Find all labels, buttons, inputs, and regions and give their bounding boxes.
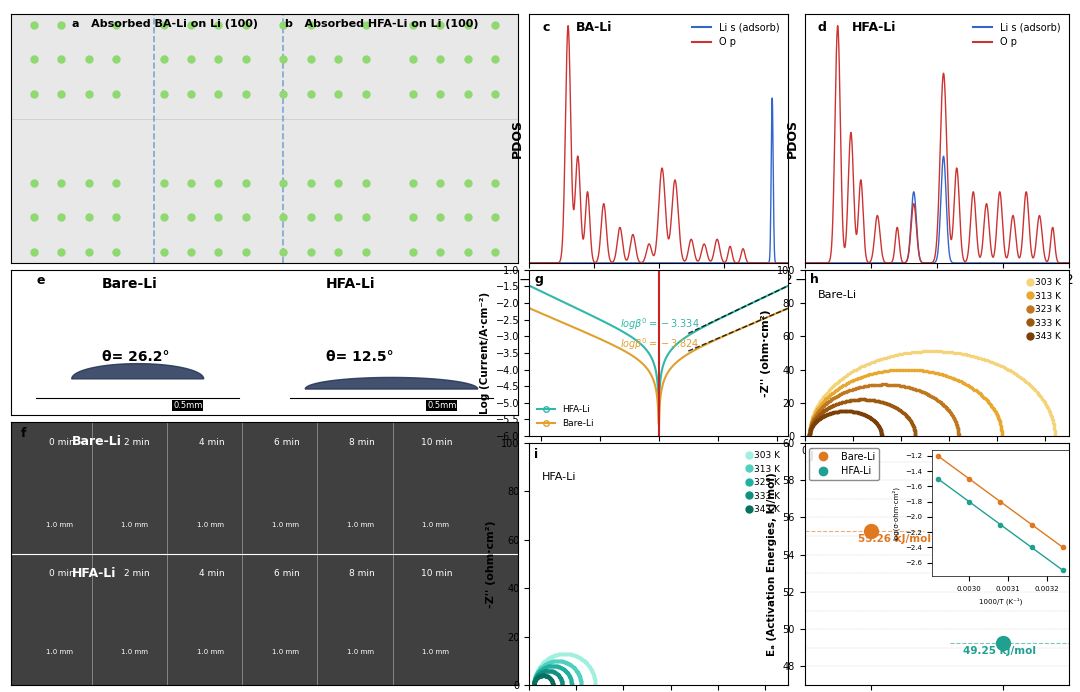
Text: 8 min: 8 min (349, 438, 375, 447)
Text: Bare-Li: Bare-Li (103, 277, 158, 291)
Legend: 303 K, 313 K, 323 K, 333 K, 343 K: 303 K, 313 K, 323 K, 333 K, 343 K (1024, 275, 1065, 345)
Text: c: c (542, 21, 550, 35)
Text: θ= 12.5°: θ= 12.5° (325, 350, 393, 364)
X-axis label: Energy (eV): Energy (eV) (617, 292, 701, 305)
Text: 1.0 mm: 1.0 mm (46, 648, 73, 655)
Text: 1.0 mm: 1.0 mm (272, 648, 299, 655)
Polygon shape (71, 363, 204, 379)
Text: BA-Li: BA-Li (576, 21, 612, 35)
Text: 6 min: 6 min (274, 438, 300, 447)
Text: i: i (535, 448, 539, 461)
Text: g: g (535, 273, 543, 286)
Text: 1.0 mm: 1.0 mm (347, 522, 374, 528)
Y-axis label: PDOS: PDOS (786, 119, 799, 158)
Text: 4 min: 4 min (199, 570, 225, 579)
Text: a   Absorbed BA-Li on Li (100): a Absorbed BA-Li on Li (100) (71, 19, 258, 29)
Text: HFA-Li: HFA-Li (71, 567, 116, 580)
Text: $log\beta^0 = -3.334$: $log\beta^0 = -3.334$ (620, 316, 700, 332)
X-axis label: Energy (eV): Energy (eV) (895, 292, 978, 305)
Text: 1.0 mm: 1.0 mm (197, 648, 224, 655)
Text: HFA-Li: HFA-Li (852, 21, 896, 35)
Text: d: d (818, 21, 826, 35)
Text: HFA-Li: HFA-Li (542, 472, 577, 482)
Text: 6 min: 6 min (274, 570, 300, 579)
Text: 49.25 kJ/mol: 49.25 kJ/mol (963, 646, 1037, 656)
Text: j: j (810, 448, 814, 461)
Text: f: f (21, 428, 26, 440)
Text: 8 min: 8 min (349, 570, 375, 579)
Text: 1.0 mm: 1.0 mm (46, 522, 73, 528)
X-axis label: Z' (ohm·cm²): Z' (ohm·cm²) (897, 462, 976, 471)
Text: 1.0 mm: 1.0 mm (422, 648, 449, 655)
Text: 10 min: 10 min (421, 570, 453, 579)
Text: e: e (37, 274, 44, 287)
Text: 1.0 mm: 1.0 mm (121, 648, 148, 655)
Polygon shape (306, 377, 477, 389)
Y-axis label: PDOS: PDOS (511, 119, 524, 158)
Y-axis label: -Z'' (ohm·cm²): -Z'' (ohm·cm²) (761, 309, 771, 397)
X-axis label: η (V): η (V) (644, 462, 674, 471)
Text: Bare-Li: Bare-Li (71, 435, 122, 448)
Legend: HFA-Li, Bare-Li: HFA-Li, Bare-Li (534, 402, 598, 431)
Text: 55.26 kJ/mol: 55.26 kJ/mol (858, 534, 931, 545)
Text: 1.0 mm: 1.0 mm (197, 522, 224, 528)
Text: 1.0 mm: 1.0 mm (121, 522, 148, 528)
Text: 0.5mm: 0.5mm (173, 401, 203, 410)
Legend: Li s (adsorb), O p: Li s (adsorb), O p (969, 19, 1064, 51)
Text: 2 min: 2 min (124, 570, 149, 579)
Text: h: h (810, 273, 819, 286)
Text: 10 min: 10 min (421, 438, 453, 447)
Legend: 303 K, 313 K, 323 K, 333 K, 343 K: 303 K, 313 K, 323 K, 333 K, 343 K (743, 448, 784, 518)
Text: 0 min: 0 min (49, 438, 75, 447)
Text: 2 min: 2 min (124, 438, 149, 447)
Y-axis label: Log (Current/A·cm⁻²): Log (Current/A·cm⁻²) (481, 292, 490, 414)
Text: 1.0 mm: 1.0 mm (347, 648, 374, 655)
Text: θ= 26.2°: θ= 26.2° (103, 350, 170, 364)
Text: 0 min: 0 min (49, 570, 75, 579)
Text: 1.0 mm: 1.0 mm (422, 522, 449, 528)
Text: 4 min: 4 min (199, 438, 225, 447)
Legend: Bare-Li, HFA-Li: Bare-Li, HFA-Li (810, 448, 879, 480)
Legend: Li s (adsorb), O p: Li s (adsorb), O p (688, 19, 783, 51)
Text: b   Absorbed HFA-Li on Li (100): b Absorbed HFA-Li on Li (100) (285, 19, 478, 29)
Text: 0.5mm: 0.5mm (427, 401, 457, 410)
Y-axis label: Eₐ (Activation Energies, kJ/mol): Eₐ (Activation Energies, kJ/mol) (767, 472, 777, 656)
Y-axis label: -Z'' (ohm·cm²): -Z'' (ohm·cm²) (486, 520, 496, 608)
Text: HFA-Li: HFA-Li (325, 277, 375, 291)
Text: 1.0 mm: 1.0 mm (272, 522, 299, 528)
Text: $log\beta^0 = -3.824$: $log\beta^0 = -3.824$ (620, 336, 700, 352)
Text: Bare-Li: Bare-Li (818, 290, 856, 300)
